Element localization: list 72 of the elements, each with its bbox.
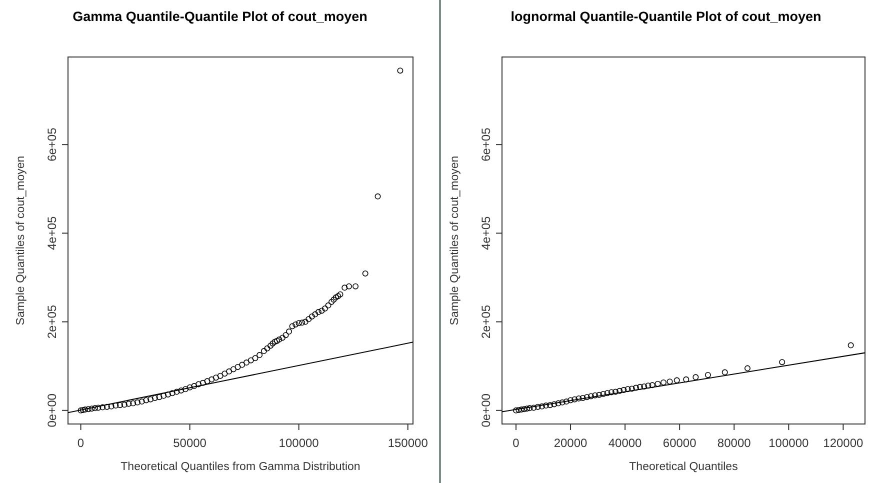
x-tick-label: 40000 (608, 436, 642, 450)
point (516, 406, 522, 413)
x-tick-label: 100000 (768, 436, 809, 450)
point (660, 379, 666, 386)
point (674, 377, 680, 384)
point (608, 389, 614, 396)
chart-title: lognormal Quantile-Quantile Plot of cout_moyen (510, 9, 822, 24)
y-tick-label: 2e+05 (45, 304, 59, 339)
point (592, 392, 598, 398)
x-tick-label: 50000 (173, 436, 207, 450)
y-tick-label: 4e+05 (479, 216, 493, 250)
point (526, 405, 533, 412)
x-tick-label: 0 (512, 436, 520, 450)
point (524, 406, 530, 412)
point (604, 390, 610, 396)
x-tick-label: 120000 (823, 436, 864, 450)
point (559, 399, 566, 406)
point (666, 378, 673, 385)
point (779, 359, 786, 366)
y-tick-label: 6e+05 (479, 127, 493, 162)
point (596, 392, 602, 398)
point (568, 397, 574, 404)
y-tick-label: 6e+05 (45, 127, 59, 162)
point (744, 365, 750, 372)
y-axis-title: Sample Quantiles of cout_moyen (15, 156, 27, 326)
x-tick-label: 60000 (662, 436, 697, 450)
point (624, 386, 631, 392)
point (704, 372, 711, 378)
x-axis-title: Theoretical Quantiles (629, 461, 738, 473)
point (518, 406, 524, 413)
y-tick-label: 2e+05 (479, 304, 493, 339)
y-tick-label: 0e+00 (45, 393, 59, 428)
point (584, 394, 590, 400)
point (555, 400, 562, 406)
point (534, 404, 541, 410)
point (683, 376, 690, 382)
point (576, 395, 582, 402)
point (580, 394, 586, 401)
point (645, 382, 652, 389)
point (692, 374, 699, 380)
x-tick-label: 150000 (388, 436, 428, 450)
point (641, 383, 648, 390)
point (572, 396, 578, 402)
point (654, 380, 661, 387)
point (628, 386, 635, 392)
point (722, 369, 728, 376)
chart-title: Gamma Quantile-Quantile Plot of cout_moyen (72, 9, 368, 24)
point (612, 388, 619, 395)
point (588, 393, 594, 400)
point (530, 404, 537, 411)
point (538, 403, 545, 410)
point (551, 401, 558, 408)
point (563, 398, 570, 405)
x-axis-title: Theoretical Quantiles from Gamma Distribution (120, 461, 360, 473)
point (637, 384, 644, 390)
point (616, 388, 623, 394)
point (632, 384, 639, 391)
y-tick-label: 0e+00 (479, 393, 493, 428)
point (848, 342, 854, 348)
point (521, 406, 528, 412)
y-axis-title: Sample Quantiles of cout_moyen (449, 156, 461, 326)
y-tick-label: 4e+05 (45, 216, 59, 250)
x-tick-label: 0 (77, 436, 84, 450)
point (542, 402, 549, 409)
point (600, 391, 606, 398)
x-tick-label: 20000 (554, 436, 588, 450)
point (649, 382, 656, 388)
x-tick-label: 80000 (717, 436, 752, 450)
point (547, 402, 554, 408)
point (512, 407, 519, 414)
point (620, 387, 627, 394)
x-tick-label: 100000 (278, 436, 320, 450)
